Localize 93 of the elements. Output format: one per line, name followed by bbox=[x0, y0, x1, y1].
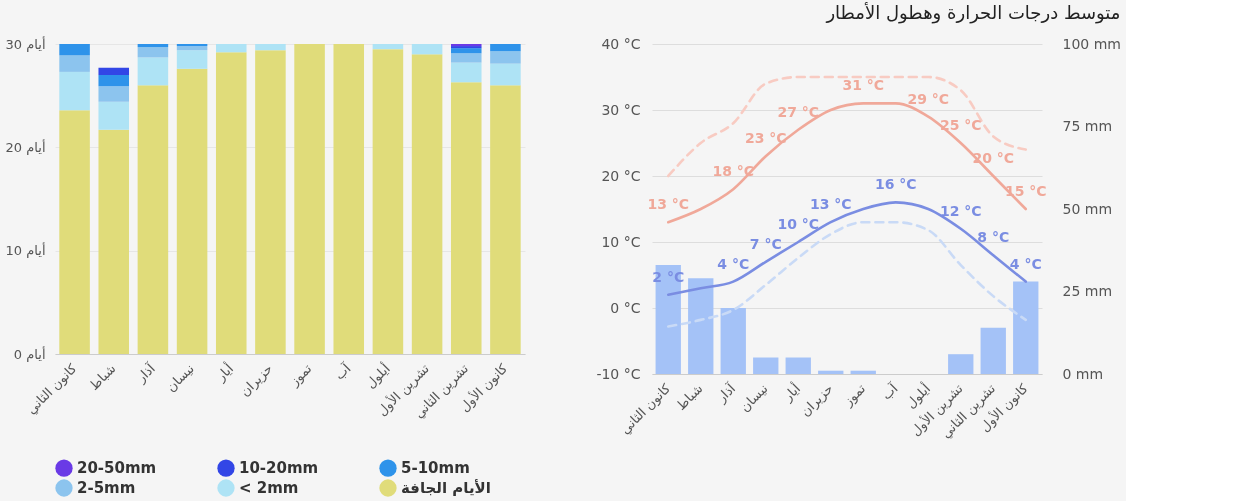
legend-label: 20-50mm bbox=[77, 459, 157, 478]
chart-title: متوسط درجات الحرارة وهطول الأمطار bbox=[825, 2, 1121, 24]
x-tick-label: آب bbox=[331, 359, 355, 383]
bar bbox=[98, 75, 130, 87]
legend-label: 10-20mm bbox=[239, 459, 319, 478]
data-label: 16 °C bbox=[874, 176, 917, 193]
bar bbox=[753, 357, 779, 374]
bar bbox=[98, 101, 130, 130]
bar bbox=[450, 62, 482, 83]
bar bbox=[294, 44, 325, 354]
x-tick-label: شباط bbox=[86, 360, 119, 394]
data-label: 13 °C bbox=[809, 196, 852, 213]
y-tick-label: 0 أيام bbox=[13, 345, 46, 362]
x-tick-label: آذار bbox=[132, 359, 160, 387]
bar bbox=[59, 55, 90, 72]
bar bbox=[59, 110, 90, 354]
bar bbox=[980, 327, 1006, 374]
bar bbox=[137, 85, 169, 354]
x-tick-label: أيلول bbox=[902, 380, 934, 412]
x-tick-label: تموز bbox=[286, 360, 316, 390]
x-tick-label: آب bbox=[878, 379, 902, 403]
x-tick-label: أيلول bbox=[361, 360, 394, 392]
x-tick-label: نيسان bbox=[163, 360, 198, 395]
bar bbox=[137, 47, 169, 58]
bar bbox=[59, 44, 90, 56]
legend-label: < 2mm bbox=[239, 479, 299, 497]
bar bbox=[255, 50, 286, 354]
x-tick-label: أيار bbox=[778, 380, 804, 406]
bar bbox=[176, 68, 208, 354]
bar bbox=[785, 357, 811, 374]
bar bbox=[372, 44, 404, 50]
bar bbox=[411, 44, 443, 55]
bar bbox=[98, 129, 130, 354]
bar bbox=[1013, 281, 1039, 374]
bar bbox=[948, 354, 974, 374]
bar bbox=[215, 44, 247, 53]
bar bbox=[255, 44, 286, 51]
bar bbox=[450, 48, 482, 54]
x-tick-label: كانون الثاني bbox=[617, 380, 675, 438]
y-tick-label: 40 °C bbox=[601, 35, 641, 52]
bar bbox=[59, 71, 90, 111]
bar bbox=[372, 49, 404, 354]
line-series bbox=[666, 75, 1028, 178]
legend-label: الأيام الجافة bbox=[401, 479, 491, 497]
y-tick-label: -10 °C bbox=[596, 365, 641, 382]
y2-tick-label: 75 mm bbox=[1062, 118, 1113, 134]
bar bbox=[490, 63, 521, 86]
x-tick-label: شباط bbox=[673, 380, 706, 414]
bar bbox=[98, 86, 130, 102]
x-tick-label: نيسان bbox=[737, 380, 771, 415]
bar bbox=[215, 52, 247, 354]
x-tick-label: تموز bbox=[839, 380, 870, 410]
bar bbox=[720, 308, 746, 374]
data-label: 31 °C bbox=[842, 77, 885, 94]
bar bbox=[333, 44, 365, 354]
bar bbox=[450, 82, 482, 354]
y2-tick-label: 25 mm bbox=[1062, 283, 1113, 299]
x-tick-label: آذار bbox=[712, 379, 740, 407]
y-tick-label: 10 °C bbox=[601, 233, 641, 250]
y2-tick-label: 50 mm bbox=[1062, 200, 1113, 217]
y-tick-label: 20 أيام bbox=[5, 138, 46, 155]
data-label: 4 °C bbox=[1009, 255, 1042, 272]
bar bbox=[688, 278, 714, 374]
data-label: 29 °C bbox=[907, 90, 950, 107]
data-label: 7 °C bbox=[749, 235, 782, 252]
bar bbox=[137, 44, 169, 48]
y-tick-label: 30 °C bbox=[601, 101, 641, 118]
y2-tick-label: 100 mm bbox=[1062, 35, 1121, 52]
legend-label: 5-10mm bbox=[401, 459, 470, 478]
x-tick-label: حزيران bbox=[237, 360, 277, 400]
bar bbox=[411, 54, 443, 354]
y-tick-label: 30 أيام bbox=[5, 35, 46, 52]
legend-label: 2-5mm bbox=[77, 479, 136, 497]
bar bbox=[98, 67, 130, 75]
y-tick-label: 10 أيام bbox=[5, 242, 46, 259]
data-label: 12 °C bbox=[939, 202, 982, 219]
y-tick-label: 0 °C bbox=[610, 299, 641, 316]
y-tick-label: 20 °C bbox=[601, 167, 641, 184]
bar bbox=[176, 46, 208, 51]
bar bbox=[490, 85, 521, 354]
bar bbox=[137, 57, 169, 86]
data-label: 4 °C bbox=[717, 255, 750, 272]
x-tick-label: أيار bbox=[211, 360, 237, 386]
bar bbox=[176, 50, 208, 69]
bar bbox=[176, 44, 208, 47]
data-label: 8 °C bbox=[977, 229, 1010, 246]
data-label: 13 °C bbox=[647, 196, 690, 213]
bar bbox=[450, 53, 482, 63]
bar bbox=[490, 44, 521, 52]
data-label: 10 °C bbox=[777, 216, 820, 232]
data-label: 27 °C bbox=[777, 103, 820, 120]
y2-tick-label: 0 mm bbox=[1062, 365, 1104, 382]
bar bbox=[490, 51, 521, 64]
